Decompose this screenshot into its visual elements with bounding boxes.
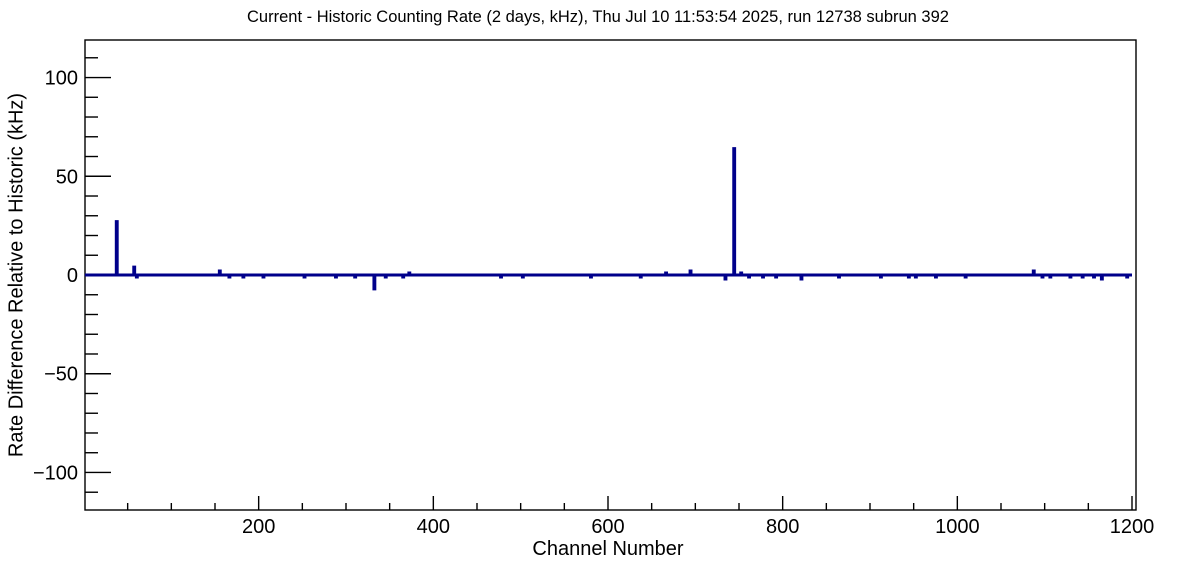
x-axis-tick-label: 800: [766, 516, 799, 538]
y-axis-tick-label: 50: [56, 166, 78, 188]
x-axis-tick-label: 400: [417, 516, 450, 538]
x-axis-tick-label: 200: [242, 516, 275, 538]
y-axis-tick-label: 100: [45, 68, 78, 90]
y-axis-tick-label: −100: [33, 462, 78, 484]
x-axis-tick-label: 1200: [1110, 516, 1155, 538]
histogram-line: [84, 147, 1132, 291]
y-axis-tick-label: 0: [67, 265, 78, 287]
y-axis-tick-label: −50: [44, 364, 78, 386]
x-axis-title: Channel Number: [532, 538, 684, 560]
x-axis-tick-label: 600: [591, 516, 624, 538]
x-axis-tick-label: 1000: [935, 516, 980, 538]
plot-title: Current - Historic Counting Rate (2 days…: [247, 8, 949, 26]
